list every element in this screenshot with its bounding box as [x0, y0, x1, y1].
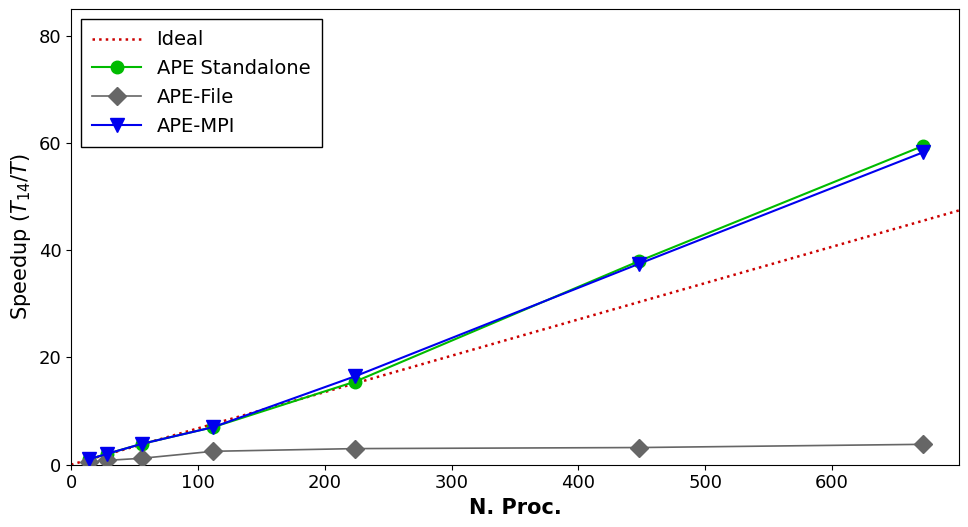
- APE Standalone: [918, 143, 929, 149]
- APE-File: [633, 444, 645, 451]
- APE-MPI: [83, 456, 95, 463]
- Line: APE-File: APE-File: [82, 438, 929, 469]
- APE-MPI: [136, 441, 148, 447]
- APE-File: [136, 455, 148, 462]
- APE-MPI: [207, 424, 219, 431]
- APE-File: [918, 441, 929, 447]
- APE-File: [83, 459, 95, 465]
- APE-MPI: [918, 149, 929, 155]
- APE Standalone: [207, 424, 219, 431]
- Line: APE-MPI: APE-MPI: [82, 145, 930, 466]
- APE Standalone: [83, 456, 95, 463]
- APE-File: [207, 448, 219, 454]
- X-axis label: N. Proc.: N. Proc.: [469, 498, 561, 518]
- APE-MPI: [633, 260, 645, 267]
- APE-MPI: [101, 451, 112, 457]
- Legend: Ideal, APE Standalone, APE-File, APE-MPI: Ideal, APE Standalone, APE-File, APE-MPI: [80, 19, 322, 147]
- APE-File: [101, 457, 112, 464]
- APE Standalone: [633, 258, 645, 264]
- Line: APE Standalone: APE Standalone: [82, 140, 929, 465]
- APE Standalone: [349, 378, 361, 385]
- APE Standalone: [101, 451, 112, 457]
- APE-File: [349, 445, 361, 452]
- APE-MPI: [349, 373, 361, 379]
- Y-axis label: Speedup ($T_{14}/T$): Speedup ($T_{14}/T$): [9, 153, 33, 320]
- APE Standalone: [136, 441, 148, 447]
